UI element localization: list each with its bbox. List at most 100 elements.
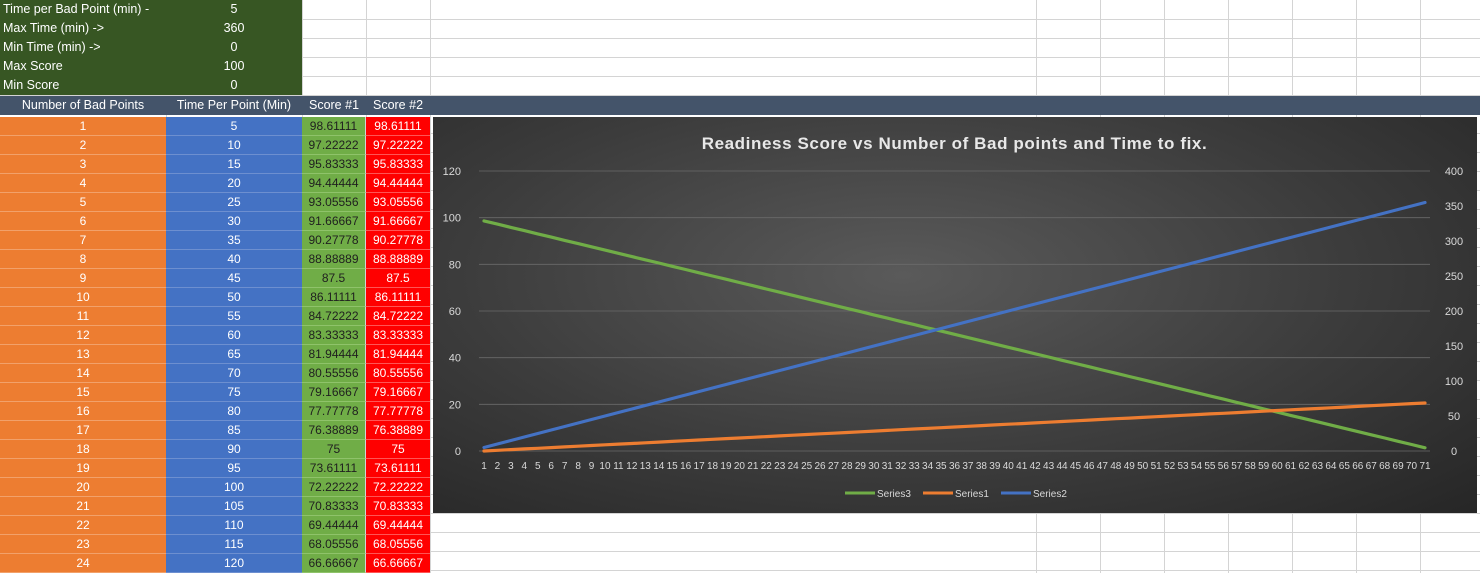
cell-time-per-point[interactable]: 105 — [166, 497, 302, 516]
cell-score-2[interactable]: 88.88889 — [366, 250, 430, 269]
cell-bad-points[interactable]: 24 — [0, 554, 166, 573]
cell-bad-points[interactable]: 2 — [0, 136, 166, 155]
cell-score-2[interactable]: 83.33333 — [366, 326, 430, 345]
cell-bad-points[interactable]: 8 — [0, 250, 166, 269]
cell-score-1[interactable]: 90.27778 — [302, 231, 366, 250]
cell-time-per-point[interactable]: 90 — [166, 440, 302, 459]
cell-time-per-point[interactable]: 10 — [166, 136, 302, 155]
cell-bad-points[interactable]: 19 — [0, 459, 166, 478]
cell-time-per-point[interactable]: 95 — [166, 459, 302, 478]
param-label[interactable]: Time per Bad Point (min) - — [0, 0, 166, 19]
cell-time-per-point[interactable]: 40 — [166, 250, 302, 269]
cell-score-1[interactable]: 77.77778 — [302, 402, 366, 421]
param-value[interactable]: 0 — [166, 76, 302, 95]
cell-score-2[interactable]: 69.44444 — [366, 516, 430, 535]
cell-score-2[interactable]: 90.27778 — [366, 231, 430, 250]
cell-bad-points[interactable]: 22 — [0, 516, 166, 535]
cell-score-1[interactable]: 80.55556 — [302, 364, 366, 383]
cell-score-1[interactable]: 88.88889 — [302, 250, 366, 269]
param-value[interactable]: 100 — [166, 57, 302, 76]
cell-score-2[interactable]: 76.38889 — [366, 421, 430, 440]
cell-score-1[interactable]: 95.83333 — [302, 155, 366, 174]
cell-time-per-point[interactable]: 65 — [166, 345, 302, 364]
header-score-1[interactable]: Score #1 — [308, 98, 360, 112]
cell-time-per-point[interactable]: 50 — [166, 288, 302, 307]
cell-score-1[interactable]: 93.05556 — [302, 193, 366, 212]
cell-bad-points[interactable]: 12 — [0, 326, 166, 345]
cell-bad-points[interactable]: 18 — [0, 440, 166, 459]
cell-score-1[interactable]: 66.66667 — [302, 554, 366, 573]
cell-score-1[interactable]: 86.11111 — [302, 288, 366, 307]
cell-score-2[interactable]: 75 — [366, 440, 430, 459]
cell-bad-points[interactable]: 1 — [0, 117, 166, 136]
cell-bad-points[interactable]: 7 — [0, 231, 166, 250]
cell-score-2[interactable]: 95.83333 — [366, 155, 430, 174]
cell-score-2[interactable]: 97.22222 — [366, 136, 430, 155]
cell-time-per-point[interactable]: 120 — [166, 554, 302, 573]
cell-bad-points[interactable]: 17 — [0, 421, 166, 440]
cell-time-per-point[interactable]: 115 — [166, 535, 302, 554]
cell-time-per-point[interactable]: 60 — [166, 326, 302, 345]
param-value[interactable]: 5 — [166, 0, 302, 19]
cell-score-2[interactable]: 86.11111 — [366, 288, 430, 307]
cell-bad-points[interactable]: 9 — [0, 269, 166, 288]
cell-score-1[interactable]: 98.61111 — [302, 117, 366, 136]
cell-time-per-point[interactable]: 20 — [166, 174, 302, 193]
header-time-per-point[interactable]: Time Per Point (Min) — [176, 98, 292, 112]
cell-time-per-point[interactable]: 80 — [166, 402, 302, 421]
cell-bad-points[interactable]: 6 — [0, 212, 166, 231]
param-value[interactable]: 0 — [166, 38, 302, 57]
cell-score-1[interactable]: 84.72222 — [302, 307, 366, 326]
header-score-2[interactable]: Score #2 — [372, 98, 424, 112]
cell-score-1[interactable]: 87.5 — [302, 269, 366, 288]
cell-time-per-point[interactable]: 110 — [166, 516, 302, 535]
cell-score-1[interactable]: 68.05556 — [302, 535, 366, 554]
cell-score-1[interactable]: 91.66667 — [302, 212, 366, 231]
cell-score-1[interactable]: 79.16667 — [302, 383, 366, 402]
cell-score-2[interactable]: 87.5 — [366, 269, 430, 288]
readiness-chart[interactable]: Readiness Score vs Number of Bad points … — [433, 117, 1477, 513]
cell-time-per-point[interactable]: 15 — [166, 155, 302, 174]
cell-score-2[interactable]: 70.83333 — [366, 497, 430, 516]
cell-score-2[interactable]: 68.05556 — [366, 535, 430, 554]
cell-bad-points[interactable]: 23 — [0, 535, 166, 554]
cell-score-2[interactable]: 72.22222 — [366, 478, 430, 497]
cell-time-per-point[interactable]: 35 — [166, 231, 302, 250]
cell-time-per-point[interactable]: 75 — [166, 383, 302, 402]
cell-score-1[interactable]: 97.22222 — [302, 136, 366, 155]
cell-score-1[interactable]: 81.94444 — [302, 345, 366, 364]
cell-bad-points[interactable]: 21 — [0, 497, 166, 516]
cell-score-2[interactable]: 94.44444 — [366, 174, 430, 193]
cell-time-per-point[interactable]: 55 — [166, 307, 302, 326]
cell-score-1[interactable]: 75 — [302, 440, 366, 459]
cell-bad-points[interactable]: 3 — [0, 155, 166, 174]
cell-time-per-point[interactable]: 30 — [166, 212, 302, 231]
cell-bad-points[interactable]: 4 — [0, 174, 166, 193]
cell-score-2[interactable]: 93.05556 — [366, 193, 430, 212]
param-label[interactable]: Min Score — [0, 76, 166, 95]
cell-score-1[interactable]: 83.33333 — [302, 326, 366, 345]
cell-score-2[interactable]: 66.66667 — [366, 554, 430, 573]
cell-score-1[interactable]: 73.61111 — [302, 459, 366, 478]
cell-bad-points[interactable]: 11 — [0, 307, 166, 326]
cell-bad-points[interactable]: 10 — [0, 288, 166, 307]
cell-score-1[interactable]: 72.22222 — [302, 478, 366, 497]
cell-bad-points[interactable]: 14 — [0, 364, 166, 383]
param-label[interactable]: Min Time (min) -> — [0, 38, 166, 57]
cell-bad-points[interactable]: 13 — [0, 345, 166, 364]
cell-score-2[interactable]: 91.66667 — [366, 212, 430, 231]
cell-score-1[interactable]: 70.83333 — [302, 497, 366, 516]
cell-score-2[interactable]: 81.94444 — [366, 345, 430, 364]
cell-score-1[interactable]: 94.44444 — [302, 174, 366, 193]
cell-bad-points[interactable]: 16 — [0, 402, 166, 421]
cell-time-per-point[interactable]: 45 — [166, 269, 302, 288]
cell-score-2[interactable]: 73.61111 — [366, 459, 430, 478]
cell-score-2[interactable]: 98.61111 — [366, 117, 430, 136]
header-number-of-bad-points[interactable]: Number of Bad Points — [21, 98, 145, 112]
cell-time-per-point[interactable]: 100 — [166, 478, 302, 497]
cell-score-2[interactable]: 77.77778 — [366, 402, 430, 421]
cell-bad-points[interactable]: 20 — [0, 478, 166, 497]
cell-score-1[interactable]: 76.38889 — [302, 421, 366, 440]
param-label[interactable]: Max Score — [0, 57, 166, 76]
cell-bad-points[interactable]: 15 — [0, 383, 166, 402]
